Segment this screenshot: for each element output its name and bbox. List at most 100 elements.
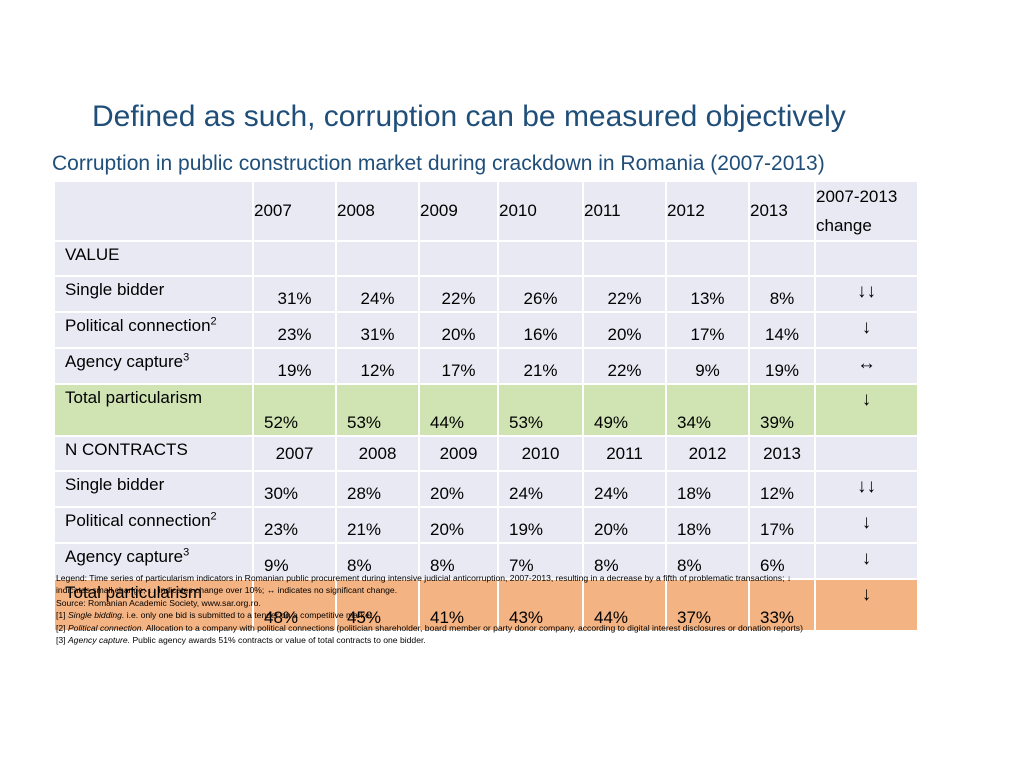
value-cell: 21% [497, 347, 584, 385]
value-cell: 8% [418, 542, 499, 580]
value-cell: 8% [748, 275, 816, 313]
source-note: Source: Romanian Academic Society, www.s… [56, 597, 261, 608]
value-cell: 17% [748, 506, 816, 544]
value-cell: 43% [497, 578, 584, 632]
value-cell: 30% [252, 470, 337, 508]
total-row-value: Total particularism 52% 53% 44% 53% 49% … [53, 383, 919, 437]
table-row: Agency capture3 19% 12% 17% 21% 22% 9% 1… [53, 347, 919, 385]
value-cell: 7% [497, 542, 584, 580]
section-label-value: VALUE [53, 240, 254, 277]
value-cell: 24% [582, 470, 667, 508]
table-row: Single bidder 31% 24% 22% 26% 22% 13% 8%… [53, 275, 919, 313]
year-cell: 2013 [748, 435, 816, 472]
footnote-ref: 2 [210, 510, 217, 523]
row-label: Political connection2 [53, 311, 254, 349]
row-label: Agency capture3 [53, 542, 254, 580]
section-row-contracts: N CONTRACTS 2007 2008 2009 2010 2011 201… [53, 435, 919, 472]
slide-title: Defined as such, corruption can be measu… [92, 100, 846, 133]
change-header-line2: change [816, 216, 872, 235]
year-header: 2012 [665, 180, 750, 242]
value-cell: 49% [582, 383, 667, 437]
year-cell: 2011 [582, 435, 667, 472]
value-cell: 8% [335, 542, 420, 580]
table-row: Political connection2 23% 31% 20% 16% 20… [53, 311, 919, 349]
value-cell: 12% [335, 347, 420, 385]
value-cell: 9% [252, 542, 337, 580]
value-cell: 18% [665, 506, 750, 544]
value-cell: 31% [252, 275, 337, 313]
value-cell: 20% [418, 470, 499, 508]
value-cell: 23% [252, 311, 337, 349]
change-header-line1: 2007-2013 [816, 187, 898, 206]
change-arrow-icon: ↓ [814, 383, 919, 437]
value-cell: 22% [582, 347, 667, 385]
value-cell: 17% [418, 347, 499, 385]
year-cell: 2007 [252, 435, 337, 472]
legend-line: indicates small change; ↓↓ indicates cha… [56, 585, 398, 596]
value-cell: 16% [497, 311, 584, 349]
value-cell: 6% [748, 542, 816, 580]
value-cell: 37% [665, 578, 750, 632]
value-cell: 22% [582, 275, 667, 313]
value-cell: 53% [497, 383, 584, 437]
year-header: 2009 [418, 180, 499, 242]
table-notes: Legend: Time series of particularism ind… [56, 572, 956, 646]
value-cell: 23% [252, 506, 337, 544]
value-cell: 18% [665, 470, 750, 508]
value-cell: 24% [335, 275, 420, 313]
year-header: 2007 [252, 180, 337, 242]
value-cell: 45% [335, 578, 420, 632]
value-cell: 22% [418, 275, 499, 313]
table-row: Single bidder 30% 28% 20% 24% 24% 18% 12… [53, 470, 919, 508]
value-cell: 9% [665, 347, 750, 385]
table-row: Agency capture3 9% 8% 8% 7% 8% 8% 6% ↓ [53, 542, 919, 580]
row-label: Total particularism [53, 383, 254, 437]
value-cell: 21% [335, 506, 420, 544]
section-label-contracts: N CONTRACTS [53, 435, 254, 472]
row-label: Political connection2 [53, 506, 254, 544]
value-cell: 26% [497, 275, 584, 313]
value-cell: 41% [418, 578, 499, 632]
value-cell: 44% [418, 383, 499, 437]
header-corner [53, 180, 254, 242]
table-caption: Corruption in public construction market… [52, 152, 825, 175]
change-arrow-icon: ↓ [814, 542, 919, 580]
row-label: Single bidder [53, 470, 254, 508]
footnote-1: [1] Single bidding. i.e. only one bid is… [56, 610, 375, 621]
section-row-value: VALUE [53, 240, 919, 277]
footnote-2: [2] Political connection. Allocation to … [56, 622, 803, 633]
year-header: 2013 [748, 180, 816, 242]
value-cell: 52% [252, 383, 337, 437]
header-row: 2007 2008 2009 2010 2011 2012 2013 2007-… [53, 180, 919, 242]
value-cell: 20% [582, 311, 667, 349]
change-arrow-icon: ↓ [814, 578, 919, 632]
year-header: 2011 [582, 180, 667, 242]
footnote-ref: 3 [183, 546, 190, 559]
change-arrow-icon: ↓↓ [814, 275, 919, 313]
total-row-contracts: Total particularism 48% 45% 41% 43% 44% … [53, 578, 919, 632]
value-cell: 33% [748, 578, 816, 632]
value-cell: 20% [418, 506, 499, 544]
row-label: Single bidder [53, 275, 254, 313]
value-cell: 53% [335, 383, 420, 437]
value-cell: 8% [665, 542, 750, 580]
particularism-table: 2007 2008 2009 2010 2011 2012 2013 2007-… [53, 180, 919, 632]
change-header: 2007-2013 change [814, 180, 919, 242]
value-cell: 44% [582, 578, 667, 632]
year-header: 2008 [335, 180, 420, 242]
change-arrow-icon: ↓ [814, 506, 919, 544]
row-label: Total particularism [53, 578, 254, 632]
change-arrow-icon: ↓↓ [814, 470, 919, 508]
value-cell: 17% [665, 311, 750, 349]
value-cell: 19% [252, 347, 337, 385]
row-label: Agency capture3 [53, 347, 254, 385]
value-cell: 19% [748, 347, 816, 385]
value-cell: 8% [582, 542, 667, 580]
footnote-3: [3] Agency capture. Public agency awards… [56, 635, 426, 646]
value-cell: 14% [748, 311, 816, 349]
change-arrow-icon: ↓ [814, 311, 919, 349]
year-cell: 2012 [665, 435, 750, 472]
change-arrow-icon: ↔ [814, 347, 919, 385]
table-row: Political connection2 23% 21% 20% 19% 20… [53, 506, 919, 544]
value-cell: 12% [748, 470, 816, 508]
